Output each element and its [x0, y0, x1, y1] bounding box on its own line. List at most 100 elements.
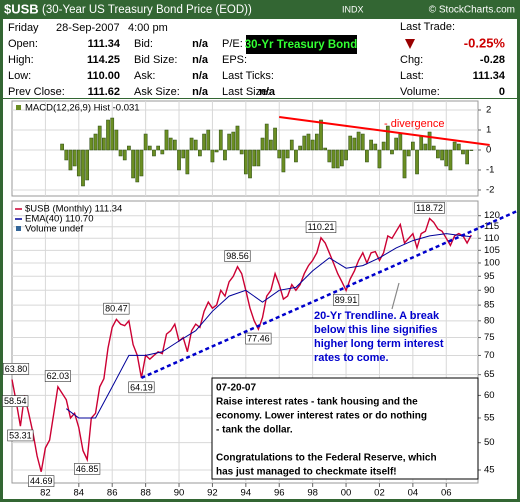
histogram-bar: [269, 139, 273, 151]
last-trade-label: Last Trade:: [400, 21, 455, 33]
histogram-bar: [440, 149, 444, 161]
y-tick-label: 75: [484, 332, 495, 343]
annotation-text: 20-Yr Trendline. A break: [314, 310, 440, 322]
histogram-bar: [306, 133, 311, 151]
x-tick-label: 86: [107, 488, 118, 499]
annotation-text: has just managed to checkmate itself!: [216, 467, 397, 478]
histogram-bar: [356, 131, 361, 151]
histogram-bar: [114, 129, 119, 151]
quote-value: 111.34: [473, 70, 506, 82]
histogram-bar: [448, 149, 453, 171]
histogram-bar: [239, 149, 244, 155]
x-tick-label: 04: [408, 488, 419, 499]
histogram-bar: [289, 139, 294, 151]
y-tick-label: 45: [484, 465, 495, 476]
x-tick-label: 06: [441, 488, 452, 499]
quote-label: EPS:: [222, 54, 247, 66]
quote-value: 111.34: [88, 38, 121, 50]
value-label: 110.21: [308, 222, 335, 232]
histogram-bar: [348, 135, 353, 151]
histogram-bar: [323, 147, 328, 151]
quote-label: Low:: [8, 70, 31, 82]
quote-value: 111.62: [88, 86, 120, 98]
histogram-bar: [411, 141, 415, 151]
value-label: 64.19: [130, 382, 153, 392]
histogram-bar: [210, 149, 215, 163]
quote-label: P/E:: [222, 38, 243, 50]
y-tick-label: 1: [486, 125, 491, 136]
quote-value: 114.25: [87, 54, 120, 66]
change-pct: -0.25%: [464, 35, 506, 50]
value-label-box: [224, 250, 251, 262]
value-label: 46.85: [76, 464, 99, 474]
histogram-bar: [469, 149, 474, 151]
x-tick-label: 82: [40, 488, 51, 499]
quote-label: Chg:: [400, 54, 423, 66]
histogram-bar: [235, 125, 240, 151]
histogram-bar: [436, 149, 440, 159]
value-label-box: [305, 221, 337, 233]
value-label: 53.31: [9, 430, 32, 440]
symbol: $USB: [4, 1, 39, 16]
histogram-bar: [164, 129, 169, 151]
y-tick-label: -1: [486, 165, 494, 176]
quote-date: 28-Sep-2007: [56, 22, 120, 34]
quote-value: 110.00: [87, 70, 120, 82]
value-label: 58.54: [4, 396, 27, 406]
quote-label: Bid Size:: [134, 54, 177, 66]
exchange: INDX: [342, 4, 364, 14]
histogram-bar: [319, 119, 323, 151]
divergence-label: - divergence: [384, 118, 445, 130]
quote-value: 0: [499, 86, 505, 98]
y-tick-label: 90: [484, 285, 495, 296]
annotation-text: economy. Lower interest rates or do noth…: [216, 411, 427, 422]
quote-value: n/a: [192, 54, 209, 66]
quote-label: Open:: [8, 38, 38, 50]
y-tick-label: 70: [484, 350, 495, 361]
y-tick-label: 0: [486, 145, 491, 156]
histogram-bar: [310, 139, 315, 151]
panel-title: MACD(12,26,9) Hist -0.031: [25, 103, 140, 114]
y-tick-label: 2: [486, 105, 491, 116]
quote-label: Volume:: [400, 86, 440, 98]
value-label-box: [414, 202, 445, 214]
trendline: [140, 210, 517, 380]
badge-box: [246, 35, 357, 54]
histogram-bar: [214, 149, 219, 153]
histogram-bar: [202, 133, 206, 151]
histogram-bar: [419, 135, 424, 151]
series-line: [66, 233, 472, 419]
histogram-bar: [189, 137, 194, 151]
quote-label: Last Ticks:: [222, 70, 274, 82]
quote-label: Ask:: [134, 70, 155, 82]
histogram-bar: [135, 149, 140, 183]
histogram-bar: [181, 149, 186, 159]
histogram-bar: [227, 133, 231, 151]
histogram-bar: [465, 149, 469, 165]
histogram-bar: [248, 149, 252, 179]
value-label: 44.69: [30, 476, 53, 486]
histogram-bar: [72, 149, 77, 167]
annotation-text: Congratulations to the Federal Reserve, …: [216, 453, 437, 464]
histogram-bar: [68, 149, 73, 171]
x-tick-label: 92: [207, 488, 218, 499]
histogram-bar: [243, 149, 248, 175]
histogram-bar: [102, 137, 106, 151]
value-label-box: [103, 302, 130, 315]
annotation-text: below this line signifies: [314, 324, 437, 336]
value-label: 63.80: [5, 364, 28, 374]
histogram-bar: [118, 149, 123, 157]
x-tick-label: 94: [241, 488, 252, 499]
histogram-bar: [152, 149, 156, 157]
histogram-bar: [327, 149, 332, 163]
histogram-bar: [398, 133, 403, 151]
security-name: (30-Year US Treasury Bond Price (EOD)): [42, 4, 252, 16]
histogram-bar: [143, 133, 148, 151]
histogram-bar: [156, 145, 160, 151]
y-tick-label: 115: [484, 221, 499, 232]
value-label-box: [2, 363, 30, 375]
y-tick-label: 85: [484, 300, 495, 311]
value-label: 77.46: [247, 334, 270, 344]
y-tick-label: 50: [484, 437, 495, 448]
badge: 30-Yr Treasury Bond: [245, 39, 357, 51]
